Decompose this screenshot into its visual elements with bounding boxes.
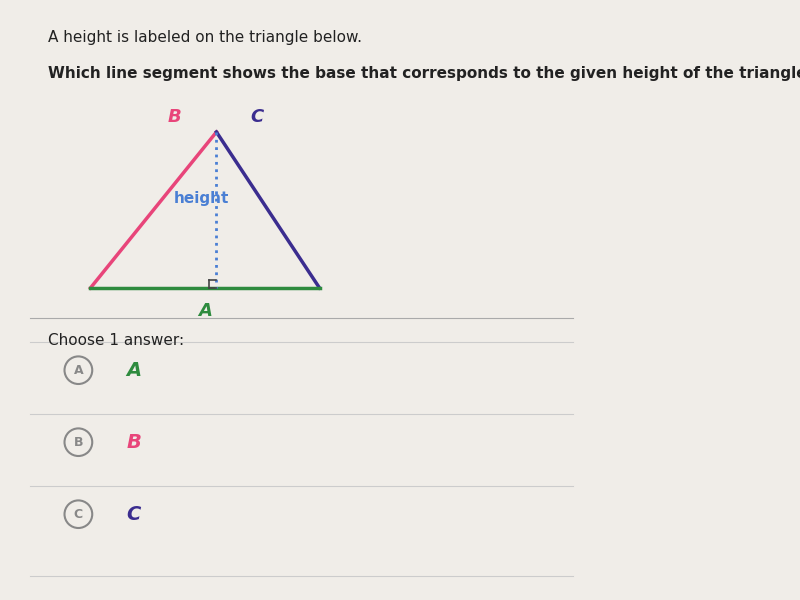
Text: Choose 1 answer:: Choose 1 answer:	[48, 333, 184, 348]
Text: B: B	[167, 108, 181, 126]
Text: A: A	[126, 361, 142, 380]
Text: C: C	[251, 108, 264, 126]
Text: A height is labeled on the triangle below.: A height is labeled on the triangle belo…	[48, 30, 362, 45]
Text: A: A	[74, 364, 83, 377]
Text: C: C	[74, 508, 83, 521]
Text: B: B	[74, 436, 83, 449]
Text: B: B	[126, 433, 142, 452]
Text: A: A	[198, 302, 212, 320]
Text: C: C	[126, 505, 141, 524]
Text: Which line segment shows the base that corresponds to the given height of the tr: Which line segment shows the base that c…	[48, 66, 800, 81]
Text: height: height	[174, 191, 229, 205]
